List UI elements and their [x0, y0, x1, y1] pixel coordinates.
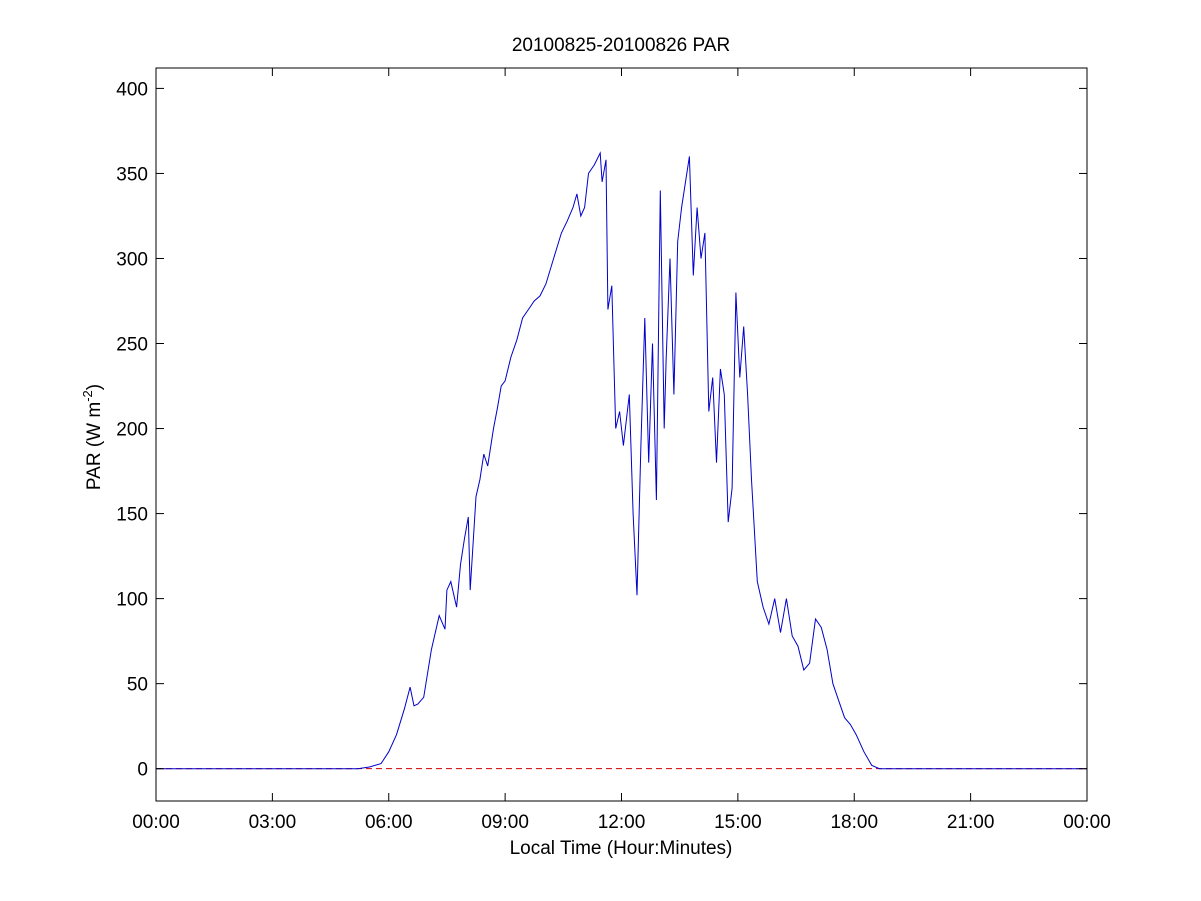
x-tick-label: 06:00 — [365, 812, 413, 833]
y-axis-label-superscript: -2 — [80, 390, 95, 402]
x-tick-label: 00:00 — [1063, 812, 1111, 833]
x-tick-label: 03:00 — [249, 812, 297, 833]
y-tick-label: 300 — [116, 249, 148, 270]
y-axis-label-close: ) — [84, 384, 105, 390]
x-axis-ticks: 00:00 03:00 06:00 09:00 12:00 15:00 18:00 21:00… — [132, 68, 1111, 833]
x-tick-label: 15:00 — [714, 812, 762, 833]
y-axis-ticks: 0 50 100 150 200 250 300 350 400 — [116, 79, 1087, 781]
chart-title: 20100825-20100826 PAR — [512, 35, 730, 56]
y-tick-label: 100 — [116, 590, 148, 611]
x-axis-label: Local Time (Hour:Minutes) — [510, 838, 733, 859]
x-tick-label: 21:00 — [947, 812, 995, 833]
y-axis-label: PAR (W m-2) — [80, 384, 105, 490]
y-tick-label: 0 — [137, 760, 148, 781]
x-tick-label: 18:00 — [830, 812, 878, 833]
x-tick-label: 12:00 — [598, 812, 646, 833]
par-series-line — [156, 151, 1087, 770]
par-series — [156, 151, 1087, 770]
y-tick-label: 350 — [116, 164, 148, 185]
y-axis-label-main: PAR (W m — [84, 402, 105, 490]
plot-area — [156, 68, 1087, 801]
y-tick-label: 250 — [116, 335, 148, 356]
y-tick-label: 400 — [116, 79, 148, 100]
x-tick-label: 09:00 — [481, 812, 529, 833]
y-tick-label: 150 — [116, 505, 148, 526]
y-tick-label: 50 — [127, 675, 148, 696]
x-tick-label: 00:00 — [132, 812, 180, 833]
y-tick-label: 200 — [116, 420, 148, 441]
